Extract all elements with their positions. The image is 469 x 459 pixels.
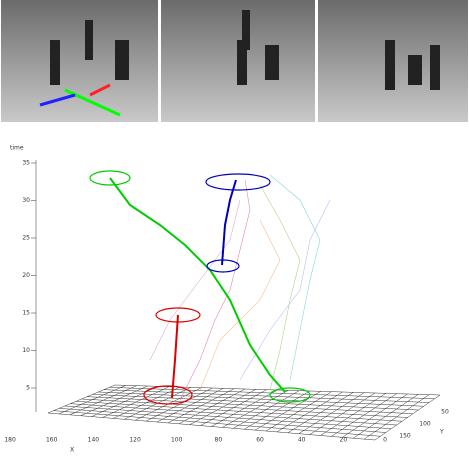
x-tick-label: 140 — [88, 437, 100, 444]
x-tick-label: 40 — [298, 437, 306, 444]
x-tick-label: 160 — [46, 437, 58, 444]
x-tick-label: 80 — [215, 437, 223, 444]
grid-line — [54, 411, 381, 437]
y-axis-label: Y — [439, 429, 444, 436]
x-axis-label: X — [70, 447, 74, 454]
z-axis-label: time — [10, 145, 24, 152]
candidate-paths — [150, 175, 330, 400]
figure: time X Y 5 10 15 20 25 30 35 180 160 140 120 100 80 6… — [0, 0, 469, 455]
video-frames — [1, 0, 468, 122]
y-tick-label: 150 — [399, 433, 411, 440]
z-tick-label: 5 — [26, 385, 30, 392]
floor-grid — [48, 385, 440, 440]
z-tick-label: 15 — [22, 310, 30, 317]
grid-line — [59, 408, 386, 432]
z-tick-label: 25 — [22, 235, 30, 242]
x-tick-label: 180 — [4, 437, 16, 444]
y-tick-label: 50 — [441, 409, 449, 416]
x-tick-label: 60 — [256, 437, 264, 444]
z-tick-label: 30 — [22, 197, 30, 204]
x-tick-label: 20 — [340, 437, 348, 444]
frame — [1, 0, 158, 122]
y-tick-label: 100 — [419, 421, 431, 428]
z-tick-label: 20 — [22, 272, 30, 279]
x-tick-label: 120 — [129, 437, 141, 444]
grid-line — [104, 390, 429, 403]
x-tick-label: 0 — [383, 437, 387, 444]
x-tick-label: 100 — [171, 437, 183, 444]
z-tick-label: 35 — [22, 160, 30, 167]
z-tick-label: 10 — [22, 347, 30, 354]
plot-3d: time X Y — [10, 145, 444, 454]
